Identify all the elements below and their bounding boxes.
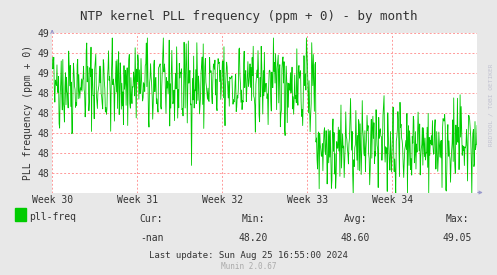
Text: Avg:: Avg: bbox=[343, 214, 367, 224]
Text: Munin 2.0.67: Munin 2.0.67 bbox=[221, 262, 276, 271]
Text: Cur:: Cur: bbox=[140, 214, 164, 224]
Y-axis label: PLL frequency (ppm + 0): PLL frequency (ppm + 0) bbox=[23, 45, 33, 180]
Text: -nan: -nan bbox=[140, 233, 164, 243]
Text: 49.05: 49.05 bbox=[442, 233, 472, 243]
Text: pll-freq: pll-freq bbox=[29, 212, 76, 222]
Text: Max:: Max: bbox=[445, 214, 469, 224]
Text: Last update: Sun Aug 25 16:55:00 2024: Last update: Sun Aug 25 16:55:00 2024 bbox=[149, 251, 348, 260]
Text: Min:: Min: bbox=[242, 214, 265, 224]
Text: 48.60: 48.60 bbox=[340, 233, 370, 243]
Text: RRDTOOL / TOBI OETIKER: RRDTOOL / TOBI OETIKER bbox=[489, 63, 494, 146]
Text: 48.20: 48.20 bbox=[239, 233, 268, 243]
Text: NTP kernel PLL frequency (ppm + 0) - by month: NTP kernel PLL frequency (ppm + 0) - by … bbox=[80, 10, 417, 23]
